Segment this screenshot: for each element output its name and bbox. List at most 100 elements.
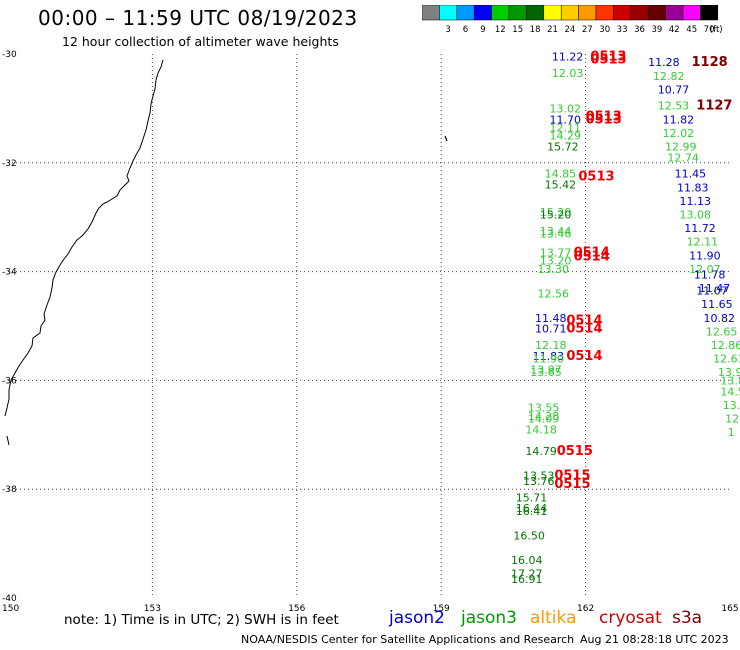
x-tick-label: 162 bbox=[577, 604, 594, 612]
wave-height-label: 14.85 bbox=[545, 168, 577, 181]
wave-height-label: 11.28 bbox=[648, 56, 680, 69]
wave-height-label: 11.47 bbox=[699, 282, 731, 295]
wave-height-label: 0514 bbox=[566, 314, 602, 329]
wave-height-label: 0513 bbox=[586, 112, 622, 127]
wave-height-label: 16.04 bbox=[511, 554, 543, 567]
wave-height-label: 14.28 bbox=[528, 410, 560, 423]
legend-swatch-label: 27 bbox=[582, 25, 593, 35]
tick-labels: 150 153 156 159 162 165 -30 -32 -34 -36 -38 -40 bbox=[2, 50, 739, 612]
legend-swatch-label: 39 bbox=[651, 25, 662, 35]
wave-height-label: 10.82 bbox=[704, 312, 736, 325]
legend-swatch-label: 42 bbox=[669, 25, 680, 35]
wave-height-label: 13.08 bbox=[679, 208, 711, 221]
y-tick-label: -36 bbox=[2, 376, 17, 386]
wave-height-label: 1128 bbox=[691, 55, 727, 70]
units-note: note: 1) Time is in UTC; 2) SWH is in fe… bbox=[64, 612, 339, 628]
legend-unit: (ft) bbox=[710, 25, 723, 35]
wave-height-label: 11.83 bbox=[533, 350, 565, 363]
wave-height-label: 11.65 bbox=[701, 298, 733, 311]
wave-height-label: 11.78 bbox=[694, 268, 726, 281]
wave-height-label: 0515 bbox=[554, 477, 590, 492]
wave-height-label: 13.76 bbox=[523, 475, 555, 488]
wave-height-label: 14.29 bbox=[550, 130, 582, 143]
wave-height-label: 14.18 bbox=[525, 423, 557, 436]
legend-swatch-label: 9 bbox=[480, 25, 485, 35]
chart-title: 00:00 – 11:59 UTC 08/19/2023 bbox=[38, 6, 358, 30]
wave-height-label: 11.82 bbox=[663, 113, 695, 126]
footer-timestamp: Aug 21 08:28:18 UTC 2023 bbox=[580, 633, 729, 646]
wave-height-label: 0514 bbox=[574, 249, 610, 264]
y-tick-label: -40 bbox=[2, 594, 17, 604]
coast-fragment bbox=[6, 435, 10, 446]
wave-height-label: 11.22 bbox=[552, 51, 584, 64]
wave-height-label: 15.20 bbox=[540, 206, 572, 219]
wave-height-label: 11.90 bbox=[689, 249, 721, 262]
wave-height-label: 16.50 bbox=[513, 529, 545, 542]
legend-swatch-label: 18 bbox=[530, 25, 541, 35]
wave-height-label: 0514 bbox=[574, 246, 610, 261]
wave-height-label: 0515 bbox=[554, 469, 590, 484]
x-tick-label: 156 bbox=[288, 604, 305, 612]
wave-height-label: 12 bbox=[725, 412, 739, 425]
wave-height-label: 15.71 bbox=[516, 491, 548, 504]
wave-height-label: 0514 bbox=[566, 322, 602, 337]
wave-height-label: 0515 bbox=[557, 444, 593, 459]
x-tick-label: 150 bbox=[2, 604, 19, 612]
wave-height-label: 13.65 bbox=[530, 366, 562, 379]
wave-height-label: 11.48 bbox=[535, 312, 567, 325]
legend-jason3: jason3 bbox=[461, 608, 517, 628]
wave-height-label: 13.30 bbox=[537, 263, 569, 276]
legend-jason2: jason2 bbox=[389, 608, 445, 628]
legend-cryosat: cryosat bbox=[599, 608, 662, 628]
wave-height-label: 13.97 bbox=[530, 364, 562, 377]
coastline bbox=[4, 59, 164, 417]
wave-height-label: 11.45 bbox=[675, 168, 707, 181]
wave-height-label: 11.83 bbox=[677, 181, 709, 194]
wave-height-label: 13.53 bbox=[523, 470, 555, 483]
wave-height-label: 12.65 bbox=[706, 325, 738, 338]
wave-height-label: 17.27 bbox=[511, 568, 543, 581]
wave-height-label: 12.02 bbox=[663, 127, 695, 140]
legend-altika: altika bbox=[530, 608, 577, 628]
wave-height-label: 11.90 bbox=[533, 353, 565, 366]
wave-height-label: 12.86 bbox=[711, 339, 740, 352]
island-mark bbox=[444, 135, 448, 142]
y-tick-label: -32 bbox=[2, 159, 17, 169]
legend-swatch-label: 3 bbox=[445, 25, 450, 35]
wave-height-label: 15.20 bbox=[540, 208, 572, 221]
wave-height-label: 14.5 bbox=[720, 385, 740, 398]
color-scale-legend: 3 6 9 12 15 18 21 24 27 30 33 36 39 42 45 70(ft) bbox=[422, 5, 723, 35]
wave-height-label: 12.82 bbox=[653, 70, 685, 83]
wave-height-label: 13.8 bbox=[720, 374, 740, 387]
wave-height-label: 11.07 bbox=[696, 285, 728, 298]
wave-height-label: 12.74 bbox=[667, 151, 699, 164]
wave-height-label: 11.13 bbox=[679, 195, 711, 208]
wave-height-label: 12.99 bbox=[665, 140, 697, 153]
wave-height-label: 1127 bbox=[696, 99, 732, 114]
grid-lines bbox=[8, 54, 730, 598]
wave-height-label: 16.44 bbox=[516, 502, 548, 515]
wave-height-label: 14.09 bbox=[528, 412, 560, 425]
wave-height-label: 0513 bbox=[590, 52, 626, 67]
wave-height-label: 13.55 bbox=[528, 402, 560, 415]
wave-height-label: 16.41 bbox=[516, 505, 548, 518]
chart-subtitle: 12 hour collection of altimeter wave hei… bbox=[62, 34, 339, 49]
legend-swatch-label: 45 bbox=[686, 25, 697, 35]
wave-height-label: 11.72 bbox=[684, 222, 716, 235]
x-tick-label: 159 bbox=[433, 604, 450, 612]
wave-height-label: 0514 bbox=[566, 349, 602, 364]
legend-swatch bbox=[700, 5, 719, 21]
wave-height-label: 0513 bbox=[578, 169, 614, 184]
legend-swatch-label: 6 bbox=[463, 25, 468, 35]
wave-height-label: 13.9 bbox=[718, 366, 740, 379]
footer-credit: NOAA/NESDIS Center for Satellite Applica… bbox=[241, 633, 575, 646]
wave-height-label: 12.03 bbox=[552, 67, 584, 80]
wave-height-label: 1 bbox=[728, 426, 735, 439]
wave-height-label: 13. bbox=[723, 399, 740, 412]
wave-height-label: 13.02 bbox=[550, 102, 582, 115]
wave-height-label: 12.07 bbox=[689, 263, 721, 276]
wave-height-label: 11.70 bbox=[550, 113, 582, 126]
wave-height-label: 12.18 bbox=[535, 339, 567, 352]
legend-swatch-label: 30 bbox=[599, 25, 610, 35]
legend-swatch-label: 33 bbox=[617, 25, 628, 35]
